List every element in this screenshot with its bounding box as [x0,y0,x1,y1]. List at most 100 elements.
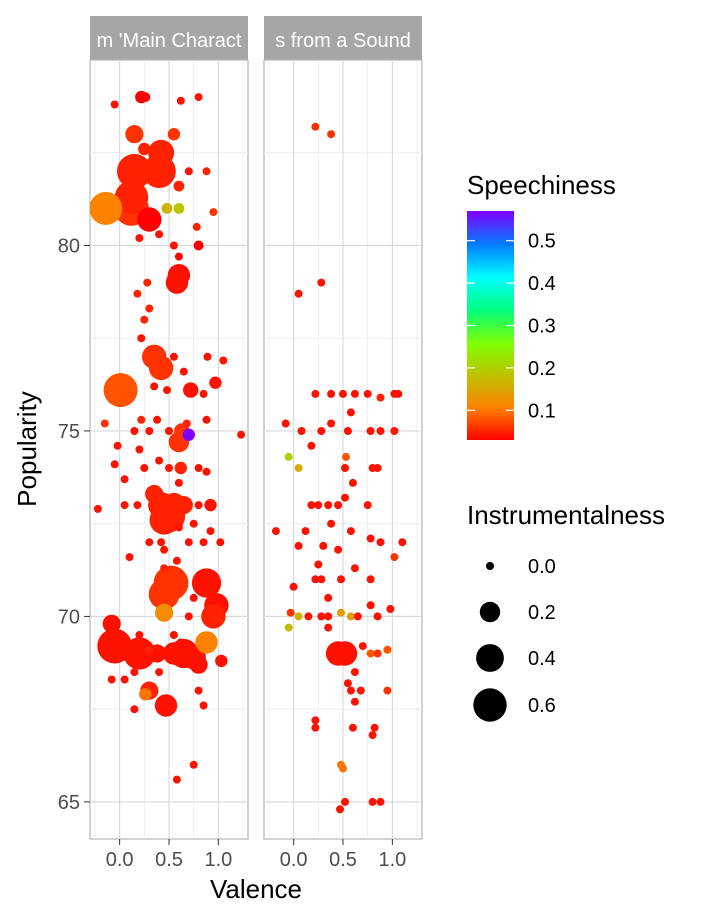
data-point [356,686,365,695]
data-point [195,631,218,654]
y-axis-title: Popularity [12,391,42,507]
data-point [130,427,139,435]
y-tick-label: 75 [58,421,80,443]
data-point [237,430,246,439]
data-point [366,427,375,435]
data-point [314,501,323,510]
data-point [169,352,178,361]
data-point [194,464,203,472]
data-point [194,686,203,695]
data-point [337,608,345,617]
data-point [327,419,336,428]
data-point [319,541,328,550]
data-point [157,538,166,547]
data-point [311,122,320,131]
facet-1: m 'Main Charact [89,16,249,840]
legend-instrumentalness: Instrumentalness 0.0 0.2 0.4 0.6 [467,500,665,722]
data-point [346,686,355,695]
data-point [145,484,164,504]
data-point [398,538,407,547]
data-point [160,564,169,573]
data-point [311,723,320,732]
data-point [169,241,178,250]
data-point [363,389,372,398]
data-point [219,356,228,365]
data-point [366,601,375,610]
data-point [155,603,174,622]
y-tick-label: 80 [58,235,80,257]
data-point [201,604,226,629]
data-point [203,352,212,361]
data-point [174,252,183,261]
facet-2-strip [264,16,422,60]
x-axis-title: Valence [210,874,302,904]
data-point [107,675,116,684]
data-point [294,541,303,550]
data-point [307,441,316,450]
data-point [130,668,139,677]
x-tick-label: 0.5 [155,849,183,871]
data-point [350,564,359,573]
colorbar-tick-label: 0.3 [528,316,556,338]
data-point [348,478,357,487]
data-point [125,125,144,144]
data-point [324,593,333,602]
data-point [332,641,358,666]
data-point [390,427,399,435]
data-point [184,612,193,621]
data-point [271,527,280,536]
data-point [184,538,193,547]
data-point [140,464,149,472]
data-point [307,501,316,510]
data-point [176,638,185,647]
data-point [155,668,164,677]
data-point [153,415,162,424]
data-point [341,464,349,472]
data-point [116,153,152,189]
x-tick-label: 0.5 [329,849,357,871]
data-point [150,382,159,391]
data-point [209,208,218,217]
data-point [133,289,142,298]
x-tick-label: 0.0 [106,849,134,871]
data-point [162,642,186,665]
data-point [386,605,395,613]
data-point [135,234,144,243]
data-point [189,655,208,674]
data-point [216,538,225,547]
data-point [343,679,352,688]
x-tick-label: 0.0 [280,849,308,871]
data-point [102,614,121,633]
data-point [373,649,382,658]
colorbar-tick-label: 0.5 [528,231,556,253]
data-point [183,382,199,398]
data-point [341,493,349,502]
data-point [376,538,385,547]
data-point [311,389,320,398]
data-point [215,654,228,668]
facet-2-grid [264,60,422,839]
data-point [284,452,293,461]
size-key-label: 0.6 [528,695,556,717]
data-point [202,167,211,176]
data-point [314,560,323,569]
size-key-circle [473,688,507,722]
data-point [204,498,217,512]
data-point [343,427,352,435]
data-point [137,415,146,424]
data-point [350,668,359,677]
data-point [169,631,178,639]
data-point [363,501,372,510]
facet-1-strip [90,16,248,60]
legend-instrumentalness-title: Instrumentalness [467,500,665,530]
data-point [334,545,343,554]
size-key-circle [486,562,494,570]
data-point [206,527,215,536]
legend-speechiness: Speechiness 0.1 0.2 0.3 0.4 0.5 [467,170,616,440]
data-point [167,128,181,141]
data-point [137,334,146,343]
data-point [294,612,303,621]
x-tick-label: 1.0 [378,849,406,871]
data-point [172,556,181,565]
